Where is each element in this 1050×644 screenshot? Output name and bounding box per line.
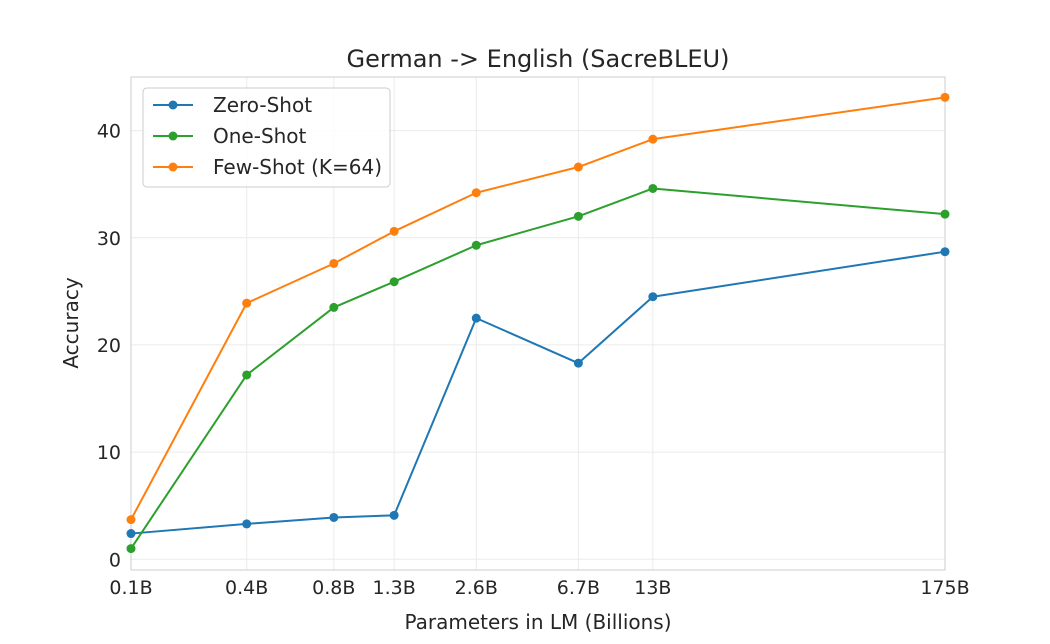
x-tick-label: 1.3B [373,577,416,599]
data-point-one-shot [940,209,950,219]
series-layer [126,92,950,554]
series-zero-shot [126,247,950,539]
legend-label: Zero-Shot [213,93,312,117]
x-tick-label: 175B [920,577,969,599]
legend-label: Few-Shot (K=64) [213,155,382,179]
x-tick-label: 13B [634,577,671,599]
legend-marker [168,162,178,172]
y-axis-ticks: 0 10 20 30 40 [97,121,121,572]
x-axis-ticks: 0.1B 0.4B 0.8B 1.3B 2.6B 6.7B 13B 175B [109,577,969,599]
plot-frame [130,76,946,571]
data-point-zero-shot [573,358,583,368]
data-point-zero-shot [648,292,658,302]
data-point-few-shot-k-64 [242,298,252,308]
series-few-shot-k-64 [126,92,950,525]
x-tick-label: 0.4B [225,577,268,599]
data-point-one-shot [242,370,252,380]
series-one-shot [126,183,950,554]
y-tick-label: 40 [97,121,121,143]
data-point-few-shot-k-64 [126,515,136,525]
data-point-zero-shot [471,313,481,323]
legend: Zero-Shot One-Shot Few-Shot (K=64) [142,87,391,188]
data-point-few-shot-k-64 [940,92,950,102]
x-tick-label: 0.1B [109,577,152,599]
data-point-zero-shot [389,510,399,520]
series-line-one-shot [130,187,946,550]
data-point-zero-shot [329,512,339,522]
data-point-one-shot [126,544,136,554]
data-point-few-shot-k-64 [389,226,399,236]
y-axis-title: Accuracy [59,277,83,368]
data-point-few-shot-k-64 [471,188,481,198]
legend-marker [168,100,178,110]
data-point-few-shot-k-64 [329,258,339,268]
data-point-one-shot [573,211,583,221]
y-tick-label: 10 [97,442,121,464]
series-line-few-shot-k-64 [130,96,946,521]
data-point-zero-shot [242,519,252,529]
data-point-few-shot-k-64 [648,134,658,144]
x-tick-label: 0.8B [312,577,355,599]
y-tick-label: 0 [109,549,121,571]
x-tick-label: 6.7B [557,577,600,599]
data-point-one-shot [648,183,658,193]
y-tick-label: 20 [97,335,121,357]
data-point-one-shot [389,277,399,287]
legend-label: One-Shot [213,124,307,148]
x-tick-label: 2.6B [455,577,498,599]
series-line-zero-shot [130,250,946,535]
data-point-zero-shot [940,247,950,257]
data-point-one-shot [329,302,339,312]
x-axis-title: Parameters in LM (Billions) [404,610,671,634]
data-point-zero-shot [126,529,136,539]
y-tick-label: 30 [97,228,121,250]
legend-box [142,87,391,188]
chart-title: German -> English (SacreBLEU) [347,45,730,73]
data-point-one-shot [471,240,481,250]
legend-marker [168,131,178,141]
data-point-few-shot-k-64 [573,162,583,172]
